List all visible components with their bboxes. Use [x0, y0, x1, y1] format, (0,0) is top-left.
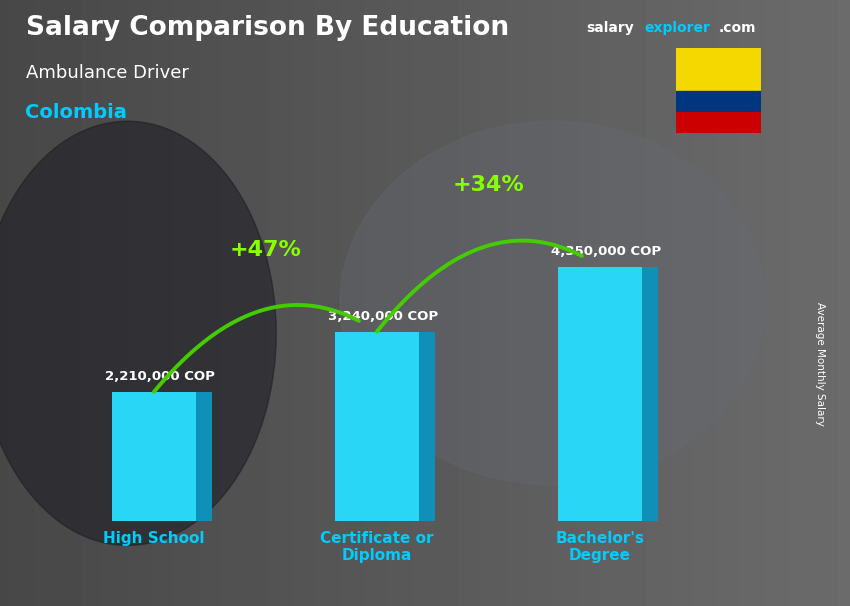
Bar: [676, 112, 761, 133]
Polygon shape: [643, 267, 658, 521]
Text: 4,350,000 COP: 4,350,000 COP: [551, 245, 661, 258]
Bar: [676, 48, 761, 91]
Ellipse shape: [340, 121, 765, 485]
Text: +47%: +47%: [230, 241, 302, 261]
Bar: [558, 267, 643, 521]
Polygon shape: [419, 331, 435, 521]
Text: .com: .com: [719, 21, 756, 35]
Ellipse shape: [0, 121, 276, 545]
Text: +34%: +34%: [452, 175, 524, 195]
Text: Colombia: Colombia: [26, 103, 128, 122]
Text: salary: salary: [586, 21, 634, 35]
Text: 2,210,000 COP: 2,210,000 COP: [105, 370, 215, 384]
Bar: [335, 331, 419, 521]
Text: 3,240,000 COP: 3,240,000 COP: [328, 310, 438, 323]
Bar: [111, 392, 196, 521]
Text: Ambulance Driver: Ambulance Driver: [26, 64, 189, 82]
Polygon shape: [196, 392, 212, 521]
Bar: [676, 91, 761, 112]
Text: explorer: explorer: [644, 21, 710, 35]
Text: Salary Comparison By Education: Salary Comparison By Education: [26, 15, 508, 41]
Text: Average Monthly Salary: Average Monthly Salary: [815, 302, 825, 425]
